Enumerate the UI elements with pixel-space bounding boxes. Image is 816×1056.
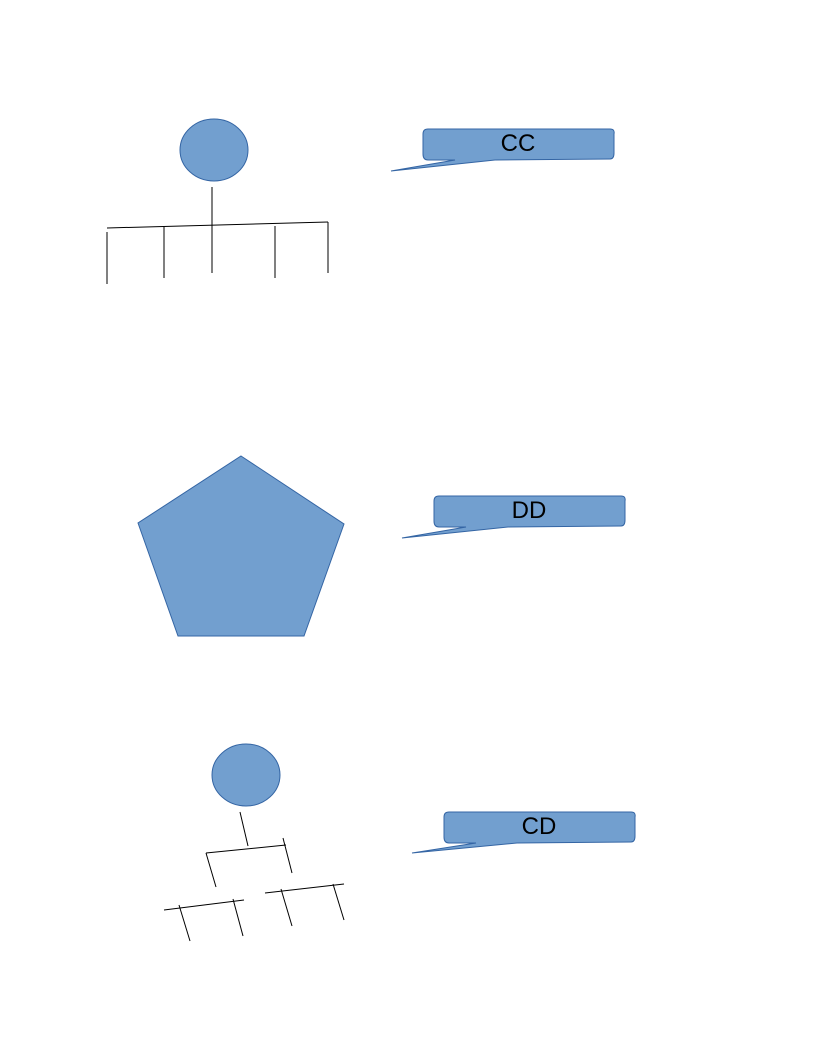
callout-cc-shape (390, 128, 615, 172)
callout-cc: CC (390, 128, 615, 172)
tree-2-subtree-bar (264, 883, 345, 894)
tree-diagram-2 (163, 743, 345, 942)
tree-2-subtree-line (178, 904, 191, 942)
callout-cd-shape (411, 811, 636, 854)
tree-2-branch-bar (205, 844, 287, 854)
tree-2-subtree-bar (163, 899, 245, 911)
tree-2-branch-line (205, 852, 217, 888)
tree-2-stem-line (239, 811, 249, 847)
callout-cd: CD (411, 811, 636, 854)
callout-dd: DD (401, 495, 626, 539)
tree-1-branch-bar (106, 221, 329, 229)
tree-diagram-1 (106, 118, 329, 284)
pentagon-shape (137, 455, 345, 637)
tree-2-subtree-line (280, 888, 293, 927)
callout-dd-label: DD (512, 497, 547, 524)
tree-2-subtree-line (332, 883, 345, 921)
tree-2-root-circle (211, 743, 281, 807)
tree-1-root-circle (179, 118, 249, 182)
tree-2-branch-line (282, 837, 293, 874)
callout-cd-label: CD (522, 813, 557, 840)
callout-dd-shape (401, 495, 626, 539)
tree-2-subtree-line (232, 898, 244, 937)
callout-cc-label: CC (501, 130, 536, 157)
